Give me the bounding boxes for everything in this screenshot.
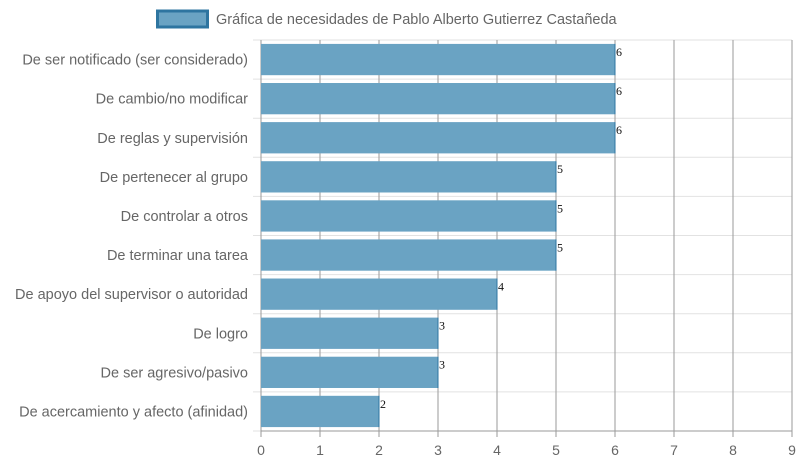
bar[interactable] <box>261 83 615 115</box>
bar[interactable] <box>261 239 556 271</box>
bar[interactable] <box>261 356 438 388</box>
category-label: De apoyo del supervisor o autoridad <box>15 287 248 303</box>
legend-swatch <box>156 9 209 29</box>
x-axis-tick-labels: 0 1 2 3 4 5 6 7 8 9 <box>257 442 796 458</box>
x-tick-label: 9 <box>788 442 796 458</box>
data-label: 3 <box>439 358 445 372</box>
legend[interactable]: Gráfica de necesidades de Pablo Alberto … <box>156 9 618 29</box>
bar[interactable] <box>261 395 379 428</box>
bars <box>261 43 616 428</box>
bar[interactable] <box>261 200 556 232</box>
category-label: De terminar una tarea <box>107 248 249 264</box>
category-label: De ser agresivo/pasivo <box>101 365 249 381</box>
category-label: De controlar a otros <box>121 209 248 225</box>
category-labels: De ser notificado (ser considerado) De ca… <box>15 53 249 421</box>
data-label: 6 <box>616 45 622 59</box>
x-tick-label: 4 <box>493 442 501 458</box>
bar[interactable] <box>261 43 615 76</box>
category-label: De acercamiento y afecto (afinidad) <box>19 404 248 420</box>
x-tick-label: 3 <box>434 442 442 458</box>
data-label: 3 <box>439 319 445 333</box>
x-tick-label: 1 <box>316 442 324 458</box>
x-tick-label: 0 <box>257 442 265 458</box>
data-label: 5 <box>557 201 563 215</box>
category-label: De pertenecer al grupo <box>100 170 248 186</box>
data-labels: 6 6 6 5 5 5 4 3 3 2 <box>380 45 622 411</box>
data-label: 4 <box>498 280 504 294</box>
data-label: 6 <box>616 123 622 137</box>
data-label: 6 <box>616 84 622 98</box>
legend-label: Gráfica de necesidades de Pablo Alberto … <box>216 12 618 28</box>
category-label: De ser notificado (ser considerado) <box>22 53 248 69</box>
data-label: 2 <box>380 397 386 411</box>
data-label: 5 <box>557 162 563 176</box>
x-tick-label: 6 <box>611 442 619 458</box>
bar[interactable] <box>261 317 438 349</box>
data-label: 5 <box>557 240 563 254</box>
x-tick-label: 5 <box>552 442 560 458</box>
category-label: De logro <box>193 326 248 342</box>
bar[interactable] <box>261 122 615 154</box>
category-label: De cambio/no modificar <box>96 92 248 108</box>
category-label: De reglas y supervisión <box>97 131 248 147</box>
bar[interactable] <box>261 278 497 310</box>
bar[interactable] <box>261 161 556 193</box>
x-tick-label: 7 <box>670 442 678 458</box>
x-tick-label: 8 <box>729 442 737 458</box>
x-tick-label: 2 <box>375 442 383 458</box>
